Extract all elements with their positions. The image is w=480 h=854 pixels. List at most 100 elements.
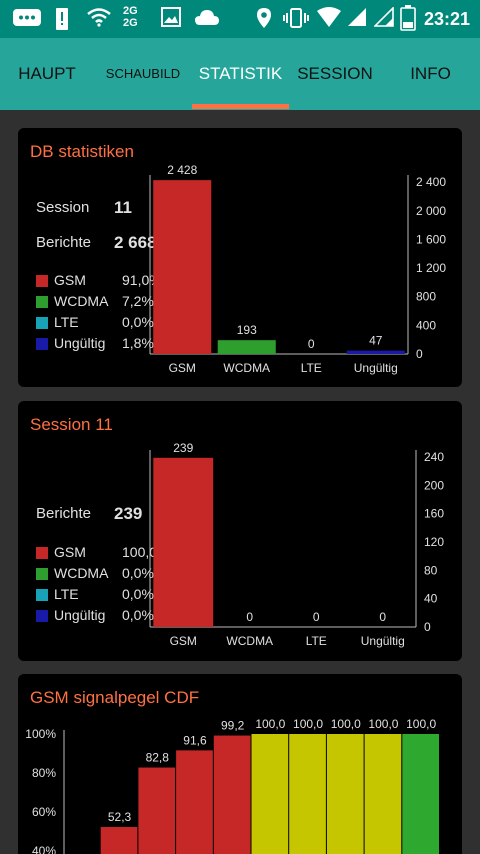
battery-icon	[400, 5, 416, 37]
signal-icon	[347, 7, 367, 33]
chat-icon	[12, 7, 42, 35]
legend-percent: 0,0%	[122, 314, 154, 330]
y-tick-label: 800	[416, 290, 436, 304]
bar	[153, 180, 212, 354]
legend-name: GSM	[54, 544, 86, 560]
session-stats-card: Session 11 Berichte 239 GSM 100,0% WCDMA…	[18, 401, 462, 661]
y-tick-label: 40%	[32, 844, 56, 854]
network-label-top: 2G	[123, 5, 138, 17]
reports-label: Berichte	[36, 234, 92, 251]
card-title: GSM signalpegel CDF	[30, 688, 200, 707]
y-tick-label: 400	[416, 318, 436, 332]
legend-percent: 7,2%	[122, 293, 154, 309]
legend-swatch	[36, 317, 48, 329]
bar-value-label: 0	[313, 610, 320, 624]
bar-value-label: 0	[246, 610, 253, 624]
legend-swatch	[36, 589, 48, 601]
bar-value-label: 2 428	[167, 163, 197, 177]
session-value: 11	[114, 198, 132, 217]
bar	[326, 734, 364, 854]
legend-name: LTE	[54, 314, 79, 330]
db-stats-card: DB statistiken Session 11 Berichte 2 668…	[18, 128, 462, 387]
bar	[346, 350, 405, 354]
session-bar-chart: 0 40 80 120 160 200 240 239 GSM 0 WCDMA 0 LTE 0 Ungült…	[149, 441, 444, 648]
x-tick-label: WCDMA	[223, 361, 270, 375]
y-tick-label: 240	[424, 450, 444, 464]
y-tick-label: 80	[424, 563, 438, 577]
bar-value-label: 0	[308, 337, 315, 351]
bar-value-label: 0	[379, 610, 386, 624]
legend-swatch	[36, 568, 48, 580]
y-tick-label: 60%	[32, 805, 56, 819]
bar-value-label: 239	[173, 441, 193, 455]
bar	[213, 735, 251, 854]
tab-bar: HAUPT SCHAUBILD STATISTIK SESSION INFO	[0, 38, 480, 110]
status-time: 23:21	[423, 9, 470, 29]
x-tick-label: LTE	[306, 634, 327, 648]
y-tick-label: 160	[424, 507, 444, 521]
bar-value-label: 91,6	[183, 733, 207, 747]
vibrate-icon	[283, 7, 309, 35]
bar	[138, 767, 176, 854]
bar	[364, 734, 402, 854]
tab-schaubild[interactable]: SCHAUBILD	[105, 66, 181, 81]
bar-value-label: 99,2	[221, 719, 245, 733]
reports-value: 239	[114, 504, 143, 523]
bar	[251, 734, 289, 854]
tab-info[interactable]: INFO	[410, 64, 451, 83]
bar	[289, 734, 326, 854]
legend-name: Ungültig	[54, 335, 106, 351]
bar-value-label: 100,0	[406, 717, 436, 731]
bar-value-label: 100,0	[331, 717, 361, 731]
session-label: Session	[36, 199, 90, 216]
bar	[402, 734, 439, 854]
wifi-signal-icon	[316, 7, 342, 35]
legend-swatch	[36, 547, 48, 559]
bar-value-label: 82,8	[146, 751, 170, 765]
y-tick-label: 2 400	[416, 175, 446, 189]
legend-swatch	[36, 275, 48, 287]
x-tick-label: LTE	[301, 361, 322, 375]
y-tick-label: 120	[424, 535, 444, 549]
bar-value-label: 100,0	[255, 717, 285, 731]
x-tick-label: GSM	[169, 361, 196, 375]
bar	[176, 750, 213, 854]
y-tick-label: 80%	[32, 766, 56, 780]
bar	[217, 340, 276, 354]
bar-value-label: 47	[369, 334, 383, 348]
tab-session[interactable]: SESSION	[297, 64, 373, 83]
legend-name: GSM	[54, 272, 86, 288]
legend-swatch	[36, 338, 48, 350]
bar	[100, 827, 138, 854]
y-tick-label: 1 200	[416, 261, 446, 275]
wifi-icon	[87, 7, 111, 33]
location-icon	[256, 7, 272, 35]
card-title: Session 11	[30, 415, 113, 434]
tab-statistik[interactable]: STATISTIK	[198, 64, 283, 83]
x-tick-label: WCDMA	[226, 634, 273, 648]
legend-name: WCDMA	[54, 565, 109, 581]
x-tick-label: GSM	[170, 634, 197, 648]
status-bar: 2G 2G 23:21	[0, 0, 480, 38]
network-2g-icon: 2G 2G	[123, 5, 138, 29]
tab-haupt[interactable]: HAUPT	[18, 64, 76, 83]
reports-label: Berichte	[36, 505, 92, 522]
signal-icon	[373, 6, 394, 33]
y-tick-label: 40	[424, 592, 438, 606]
alert-icon	[55, 7, 69, 37]
cdf-bar-chart: 40% 60% 80% 100% 52,3 82,8 91,6 99,2 100,0 100,0 1…	[25, 717, 439, 854]
bar	[153, 457, 214, 627]
db-bar-chart: 0 400 800 1 200 1 600 2 000 2 400 2 428 GSM 193 WC…	[149, 163, 446, 375]
x-tick-label: Ungültig	[354, 361, 398, 375]
reports-value: 2 668	[114, 233, 157, 252]
bar-value-label: 52,3	[108, 810, 132, 824]
gsm-cdf-card: GSM signalpegel CDF 40% 60% 80% 100% 52,3 82,…	[18, 674, 462, 854]
legend-swatch	[36, 610, 48, 622]
bar-value-label: 100,0	[293, 717, 323, 731]
tab-indicator	[192, 104, 289, 109]
legend-percent: 91,0%	[122, 272, 162, 288]
y-tick-label: 0	[424, 620, 431, 634]
bar-value-label: 100,0	[368, 717, 398, 731]
legend-swatch	[36, 296, 48, 308]
legend-name: Ungültig	[54, 607, 106, 623]
